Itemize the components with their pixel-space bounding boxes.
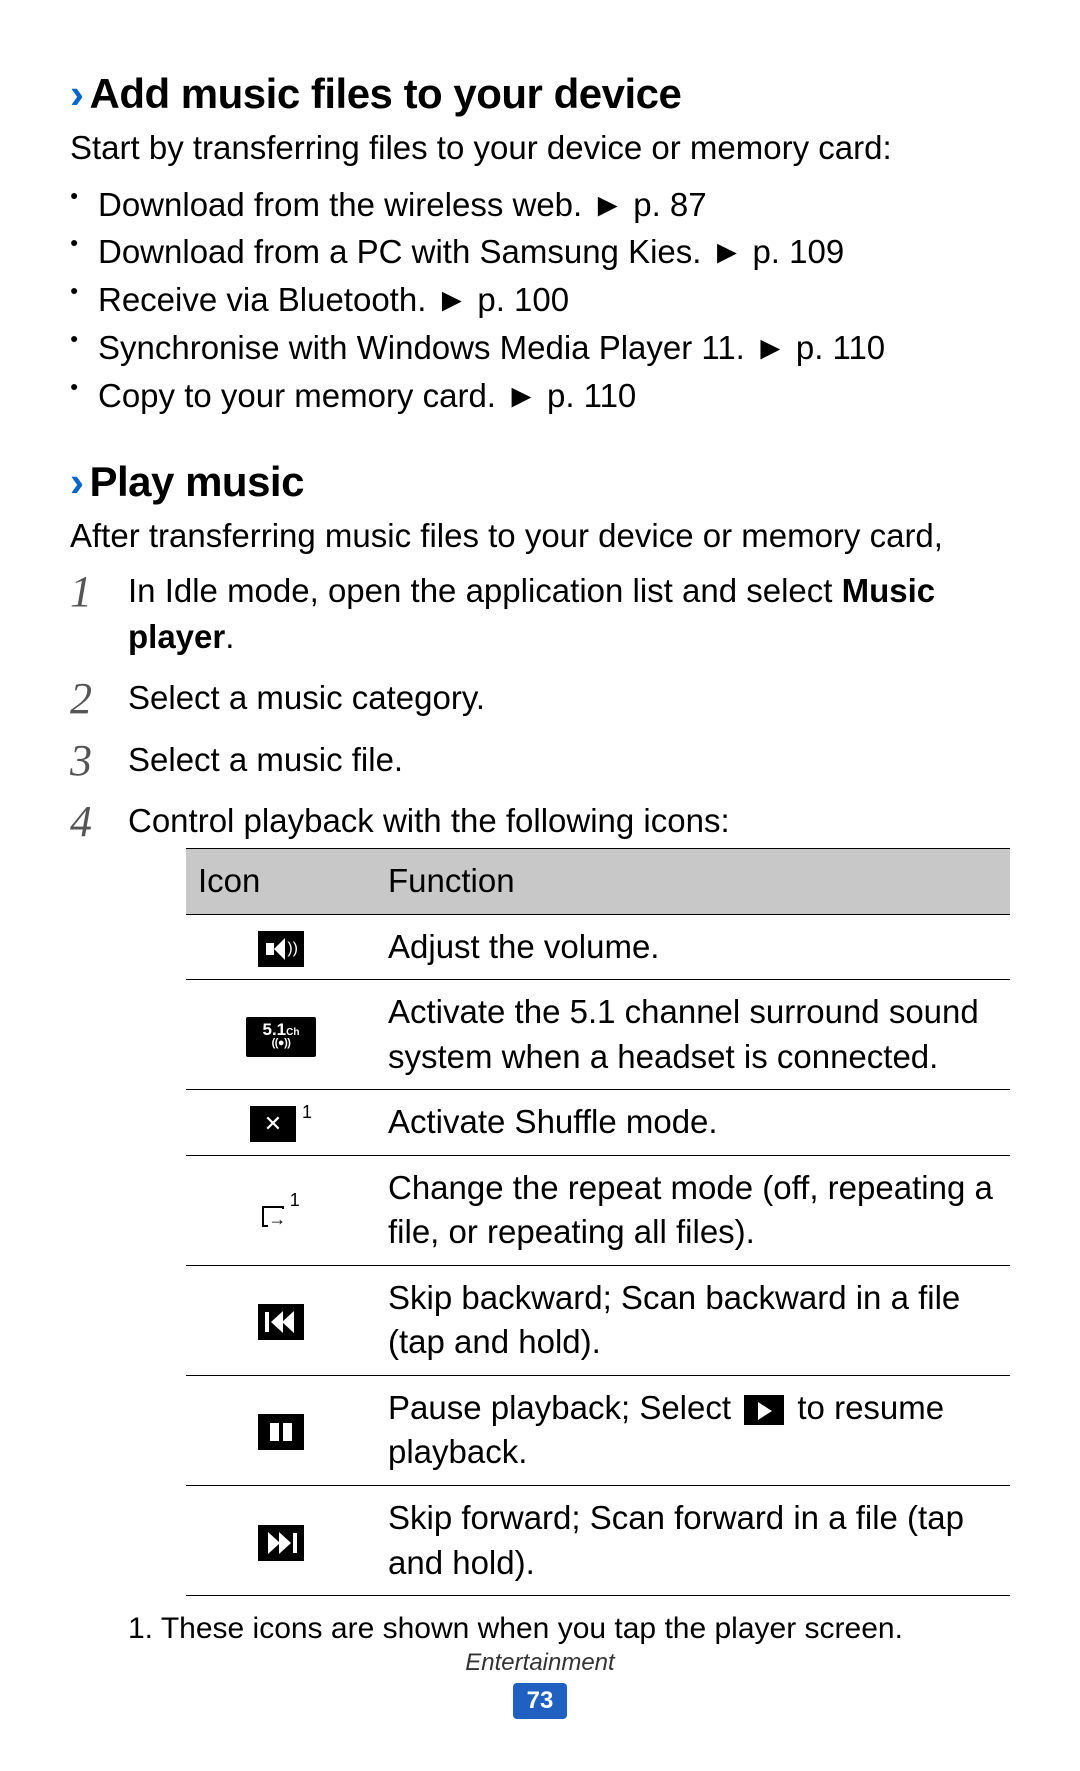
func-repeat: Change the repeat mode (off, repeating a… (376, 1155, 1010, 1265)
list-item: Download from the wireless web. ► p. 87 (70, 181, 1010, 229)
step-1: 1In Idle mode, open the application list… (70, 568, 1010, 659)
icon-cell: A1 (186, 1155, 376, 1265)
heading-add-music: ›Add music files to your device (70, 70, 1010, 118)
chevron-icon: › (70, 70, 84, 117)
transfer-methods-list: Download from the wireless web. ► p. 87 … (70, 181, 1010, 420)
skip-forward-icon (258, 1525, 304, 1561)
footer-category: Entertainment (0, 1649, 1080, 1677)
play-icon (744, 1395, 784, 1425)
volume-icon: )) (258, 931, 304, 967)
playback-icons-table: Icon Function )) Adjust the volume. 5.1C… (186, 848, 1010, 1596)
step-4: 4Control playback with the following ico… (70, 798, 1010, 1596)
list-item: Synchronise with Windows Media Player 11… (70, 324, 1010, 372)
page-footer: Entertainment 73 (0, 1649, 1080, 1719)
skip-backward-icon (258, 1304, 304, 1340)
icon-cell: 5.1Ch((●)) (186, 980, 376, 1090)
func-shuffle: Activate Shuffle mode. (376, 1090, 1010, 1156)
footnote: 1. These icons are shown when you tap th… (128, 1612, 1010, 1646)
col-header-icon: Icon (186, 848, 376, 914)
func-surround: Activate the 5.1 channel surround sound … (376, 980, 1010, 1090)
repeat-icon: A (262, 1206, 284, 1227)
icon-cell (186, 1485, 376, 1595)
chevron-icon: › (70, 458, 84, 505)
icon-cell: ✕1 (186, 1090, 376, 1156)
surround-icon: 5.1Ch((●)) (246, 1017, 316, 1057)
list-item: Download from a PC with Samsung Kies. ► … (70, 228, 1010, 276)
intro-add-music: Start by transferring files to your devi… (70, 126, 1010, 171)
func-pause: Pause playback; Select to resume playbac… (376, 1375, 1010, 1485)
icon-cell (186, 1265, 376, 1375)
func-next: Skip forward; Scan forward in a file (ta… (376, 1485, 1010, 1595)
page-number: 73 (513, 1683, 568, 1719)
pause-icon (258, 1414, 304, 1450)
col-header-function: Function (376, 848, 1010, 914)
list-item: Receive via Bluetooth. ► p. 100 (70, 276, 1010, 324)
icon-cell (186, 1375, 376, 1485)
step-3: 3Select a music file. (70, 737, 1010, 783)
intro-play-music: After transferring music files to your d… (70, 514, 1010, 559)
icon-cell: )) (186, 914, 376, 980)
func-prev: Skip backward; Scan backward in a file (… (376, 1265, 1010, 1375)
step-2: 2Select a music category. (70, 675, 1010, 721)
heading-play-music: ›Play music (70, 458, 1010, 506)
func-volume: Adjust the volume. (376, 914, 1010, 980)
shuffle-icon: ✕ (250, 1106, 296, 1142)
play-steps-list: 1In Idle mode, open the application list… (70, 568, 1010, 1596)
list-item: Copy to your memory card. ► p. 110 (70, 372, 1010, 420)
